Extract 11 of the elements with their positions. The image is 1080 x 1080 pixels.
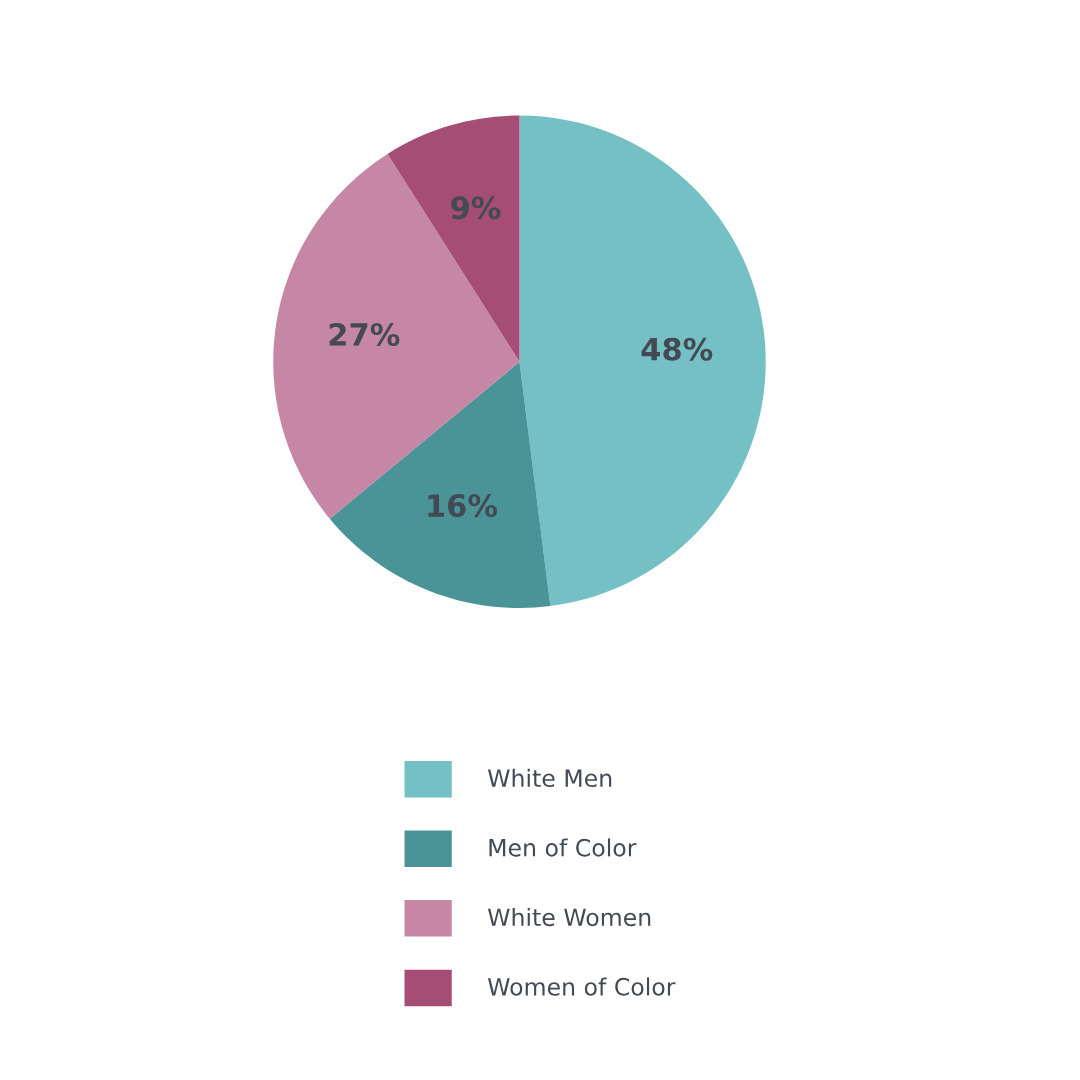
pie-slice <box>273 153 520 519</box>
legend-label: Men of Color <box>489 838 637 857</box>
pie-slice <box>329 361 551 609</box>
data-label: 27% <box>329 322 400 347</box>
data-label: 48% <box>641 337 713 361</box>
data-label: 9% <box>451 196 501 220</box>
legend-label: White Women <box>487 907 651 927</box>
legend-label: White Men <box>487 768 612 788</box>
data-label: 16% <box>428 494 498 518</box>
pie-slice <box>519 115 766 607</box>
legend-label: Women of Color <box>487 977 676 996</box>
